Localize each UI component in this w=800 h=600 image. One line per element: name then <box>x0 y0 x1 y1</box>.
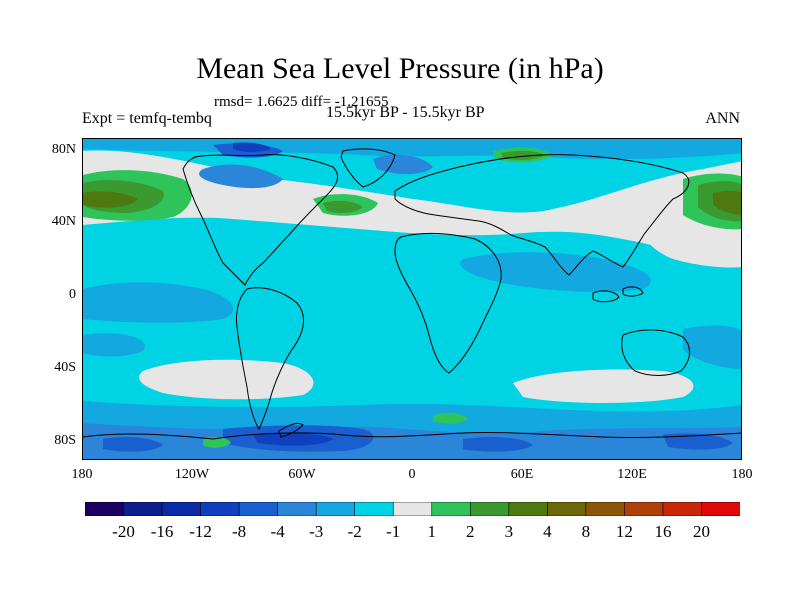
legend-tick-label: -20 <box>112 522 135 541</box>
legend-tick-label: -16 <box>150 522 174 541</box>
plot-title: Mean Sea Level Pressure (in hPa) <box>196 52 604 85</box>
legend-swatch <box>662 502 703 516</box>
lon-tick-0: 0 <box>408 467 416 482</box>
legend-swatch <box>547 502 587 516</box>
lat-tick-40s: 40S <box>54 360 76 375</box>
legend-swatch <box>585 502 626 516</box>
lat-tick-80n: 80N <box>51 142 76 157</box>
legend-swatch <box>431 502 472 516</box>
pressure-difference-map <box>82 138 742 460</box>
legend-swatch <box>200 502 240 516</box>
lon-tick-60w: 60W <box>288 467 316 482</box>
experiment-label: Expt = temfq-tembq <box>82 110 212 127</box>
lat-tick-80s: 80S <box>54 433 76 448</box>
legend-tick-label: 1 <box>427 522 437 541</box>
legend-tick-label: 4 <box>543 522 552 541</box>
legend-swatch <box>624 502 664 516</box>
legend-tick-label: 3 <box>504 522 514 541</box>
legend-tick-label: -1 <box>386 522 401 541</box>
coastlines <box>83 148 741 440</box>
legend-swatch <box>85 502 125 516</box>
lat-tick-0: 0 <box>69 287 76 302</box>
legend-swatch <box>123 502 163 516</box>
legend-swatch <box>161 502 202 516</box>
lat-tick-40n: 40N <box>51 214 76 229</box>
lon-tick-180e: 180 <box>731 467 753 482</box>
legend-swatch <box>392 502 433 516</box>
legend-tick-label: -3 <box>309 522 324 541</box>
period-label: 15.5kyr BP - 15.5kyr BP <box>326 104 485 121</box>
legend-swatch <box>315 502 356 516</box>
legend-tick-label: -2 <box>347 522 362 541</box>
plus4-regions <box>83 190 741 215</box>
legend-tick-label: -12 <box>189 522 212 541</box>
minus8-regions <box>233 142 333 446</box>
legend-swatch <box>354 502 395 516</box>
legend-tick-label: 8 <box>581 522 591 541</box>
legend-swatch <box>508 502 549 516</box>
legend-tick-label: 20 <box>692 522 710 541</box>
legend-tick-label: 12 <box>615 522 633 541</box>
legend-tick-label: 16 <box>654 522 672 541</box>
lon-tick-180w: 180 <box>71 467 93 482</box>
legend-tick-label: 2 <box>466 522 475 541</box>
map-canvas <box>83 139 741 459</box>
lon-tick-120e: 120E <box>617 467 647 482</box>
legend-swatch <box>701 502 740 516</box>
legend-tick-label: -8 <box>232 522 247 541</box>
legend-tick-label: -4 <box>270 522 285 541</box>
lon-tick-120w: 120W <box>174 467 210 482</box>
legend-bar <box>85 502 740 516</box>
legend-swatch <box>469 502 510 516</box>
rmsd-diff-stats: rmsd= 1.6625 diff= -1.21655 <box>214 94 389 110</box>
season-label: ANN <box>705 110 740 127</box>
lon-tick-60e: 60E <box>510 467 534 482</box>
color-legend <box>85 502 740 516</box>
legend-swatch <box>277 502 317 516</box>
legend-swatch <box>238 502 279 516</box>
